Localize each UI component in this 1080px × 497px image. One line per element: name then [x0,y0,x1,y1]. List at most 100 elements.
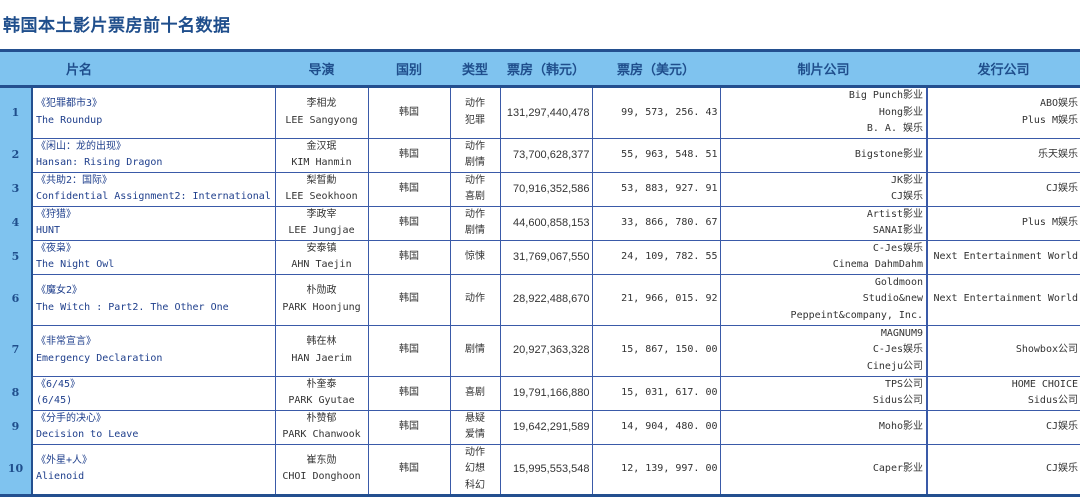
distributor-name: CJ娱乐 [1045,420,1078,432]
genre-tag: 动作 [465,174,485,186]
film-cell: 《闲山：龙的出现》 Hansan: Rising Dragon [31,137,276,173]
box-krw-cell: 44,600,858,153 [499,205,593,241]
table-row: 1 《犯罪都市3》 The Roundup 李相龙 LEE Sangyong 韩… [0,86,1080,139]
producer-name: Caper影业 [872,463,923,474]
country-cell: 韩国 [367,171,451,207]
rank-cell: 4 [0,206,33,240]
distributor-cell: CJ娱乐 [926,443,1080,496]
director-name-en: LEE Sangyong [285,114,358,126]
producer-name: Bigstone影业 [854,148,923,160]
film-title-en: Emergency Declaration [36,352,163,364]
box-krw-cell: 70,916,352,586 [499,171,593,207]
director-cell: 李相龙 LEE Sangyong [274,86,369,139]
film-title-en: The Witch : Part2. The Other One [36,301,229,313]
header-director: 导演 [275,50,368,88]
director-name-en: CHOI Donghoon [282,471,361,483]
distributor-cell: Showbox公司 [926,324,1080,377]
distributor-cell: CJ娱乐 [926,171,1080,207]
producer-cell: JK影业 CJ娱乐 [719,171,928,207]
box-krw-cell: 20,927,363,328 [499,324,593,377]
film-title-cn: 《魔女2》 [36,285,83,296]
distributor-cell: 乐天娱乐 [926,137,1080,173]
header-rank [0,50,32,88]
table-row: 8 《6/45》 (6/45) 朴奎泰 PARK Gyutae 韩国 喜剧 19… [0,375,1080,411]
distributor-cell: Next Entertainment World [926,239,1080,275]
director-name-en: LEE Jungjae [288,225,355,236]
box-usd-cell: 33, 866, 780. 67 [591,205,721,241]
film-title-en: Decision to Leave [36,429,139,440]
box-krw-cell: 19,642,291,589 [499,409,593,445]
producer-name: MAGNUM9 [880,327,923,339]
distributor-name: 乐天娱乐 [1038,148,1078,160]
producer-cell: TPS公司 Sidus公司 [719,375,928,411]
film-title-cn: 《狩猎》 [36,208,76,220]
producer-cell: Bigstone影业 [719,137,928,173]
film-title-cn: 《闲山：龙的出现》 [36,140,126,152]
rank-cell: 6 [0,274,33,325]
country-cell: 韩国 [367,375,451,411]
genre-tag: 科幻 [465,479,485,491]
table-row: 9 《分手的决心》 Decision to Leave 朴赞郁 PARK Cha… [0,409,1080,445]
producer-cell: MAGNUM9 C-Jes娱乐 Cineju公司 [719,324,928,377]
director-cell: 朴奎泰 PARK Gyutae [274,375,369,411]
producer-cell: Caper影业 [719,443,928,496]
box-usd-cell: 15, 031, 617. 00 [591,375,721,411]
distributor-name: CJ娱乐 [1045,182,1078,194]
film-cell: 《分手的决心》 Decision to Leave [31,409,276,445]
box-usd-cell: 15, 867, 150. 00 [591,324,721,377]
director-name-cn: 李政宰 [306,208,337,220]
table-row: 3 《共助2：国际》 Confidential Assignment2: Int… [0,171,1080,207]
rank-cell: 9 [0,410,33,444]
header-box-krw: 票房（韩元） [500,50,592,88]
rank-cell: 10 [0,444,33,496]
header-distributor: 发行公司 [927,50,1080,88]
country-cell: 韩国 [367,137,451,173]
distributor-name: Plus M娱乐 [1021,114,1078,126]
film-cell: 《外星+人》 Alienoid [31,443,276,496]
box-usd-cell: 53, 883, 927. 91 [591,171,721,207]
distributor-cell: Plus M娱乐 [926,205,1080,241]
genre-tag: 喜剧 [465,386,485,398]
country-cell: 韩国 [367,409,451,445]
film-cell: 《6/45》 (6/45) [31,375,276,411]
director-name-cn: 李相龙 [306,98,337,110]
genre-tag: 动作 [465,446,485,458]
rank-cell: 8 [0,376,33,410]
table-row: 6 《魔女2》 The Witch : Part2. The Other One… [0,273,1080,326]
rank-cell: 2 [0,138,33,172]
producer-name: SANAI影业 [872,225,923,236]
genre-tag: 剧情 [465,225,485,236]
producer-cell: C-Jes娱乐 Cinema DahmDahm [719,239,928,275]
producer-cell: Moho影业 [719,409,928,445]
film-title-en: The Night Owl [36,259,115,270]
director-name-cn: 安泰镇 [306,242,337,254]
film-title-cn: 《6/45》 [36,378,81,390]
producer-name: Studio&new [862,293,923,305]
box-usd-cell: 12, 139, 997. 00 [591,443,721,496]
distributor-cell: Next Entertainment World [926,273,1080,326]
director-cell: 李政宰 LEE Jungjae [274,205,369,241]
genre-cell: 喜剧 [449,375,501,411]
rank-cell: 1 [0,86,33,138]
genre-cell: 动作 犯罪 [449,86,501,139]
genre-cell: 动作 喜剧 [449,171,501,207]
genre-tag: 犯罪 [465,114,485,126]
producer-name: Moho影业 [878,420,923,432]
producer-cell: Big Punch影业 Hong影业 B. A. 娱乐 [719,86,928,139]
director-cell: 梨晳勳 LEE Seokhoon [274,171,369,207]
film-title-cn: 《夜枭》 [36,242,76,254]
director-cell: 安泰镇 AHN Taejin [274,239,369,275]
genre-cell: 动作 剧情 [449,205,501,241]
genre-cell: 动作 [449,273,501,326]
director-name-en: PARK Hoonjung [282,301,361,313]
director-cell: 韩在林 HAN Jaerim [274,324,369,377]
distributor-cell: ABO娱乐 Plus M娱乐 [926,86,1080,139]
box-krw-cell: 19,791,166,880 [499,375,593,411]
film-title-cn: 《外星+人》 [36,454,93,466]
rank-cell: 7 [0,325,33,376]
table-row: 2 《闲山：龙的出现》 Hansan: Rising Dragon 金汉珉 KI… [0,137,1080,173]
header-producer: 制片公司 [720,50,927,88]
producer-name: Artist影业 [866,208,923,220]
film-cell: 《魔女2》 The Witch : Part2. The Other One [31,273,276,326]
film-cell: 《非常宣言》 Emergency Declaration [31,324,276,377]
